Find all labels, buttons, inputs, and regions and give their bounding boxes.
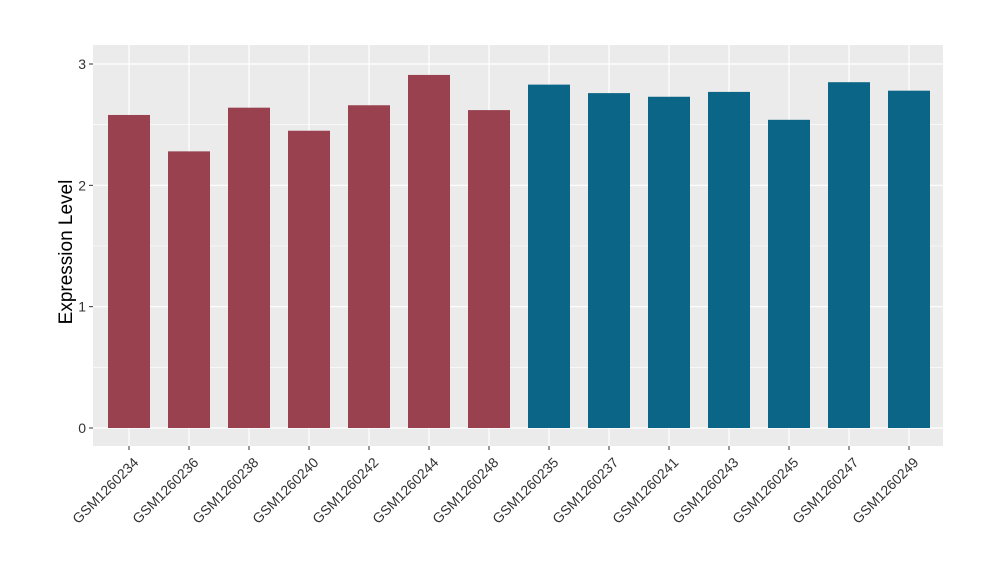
bar-GSM1260249: [888, 90, 930, 429]
bar-GSM1260236: [168, 151, 210, 429]
bar-GSM1260245: [768, 119, 810, 429]
bar-GSM1260241: [648, 96, 690, 428]
bar-GSM1260242: [348, 105, 390, 429]
plot-panel: [93, 45, 943, 446]
y-tick-label: 0: [78, 420, 86, 436]
y-axis: 0 1 2 3: [78, 56, 93, 436]
bar-GSM1260234: [108, 114, 150, 429]
bar-GSM1260240: [288, 130, 330, 428]
bar-GSM1260247: [828, 82, 870, 428]
bars: [108, 74, 930, 429]
x-axis: GSM1260234GSM1260236GSM1260238GSM1260240…: [69, 446, 922, 527]
bar-GSM1260237: [588, 93, 630, 429]
y-axis-title: Expression Level: [56, 180, 77, 325]
bar-GSM1260243: [708, 91, 750, 428]
y-tick-label: 3: [78, 56, 86, 72]
y-tick-label: 2: [78, 177, 86, 193]
y-tick-label: 1: [78, 299, 86, 315]
bar-GSM1260235: [528, 84, 570, 429]
bar-GSM1260248: [468, 110, 510, 429]
bar-GSM1260244: [408, 74, 450, 429]
bar-GSM1260238: [228, 107, 270, 429]
